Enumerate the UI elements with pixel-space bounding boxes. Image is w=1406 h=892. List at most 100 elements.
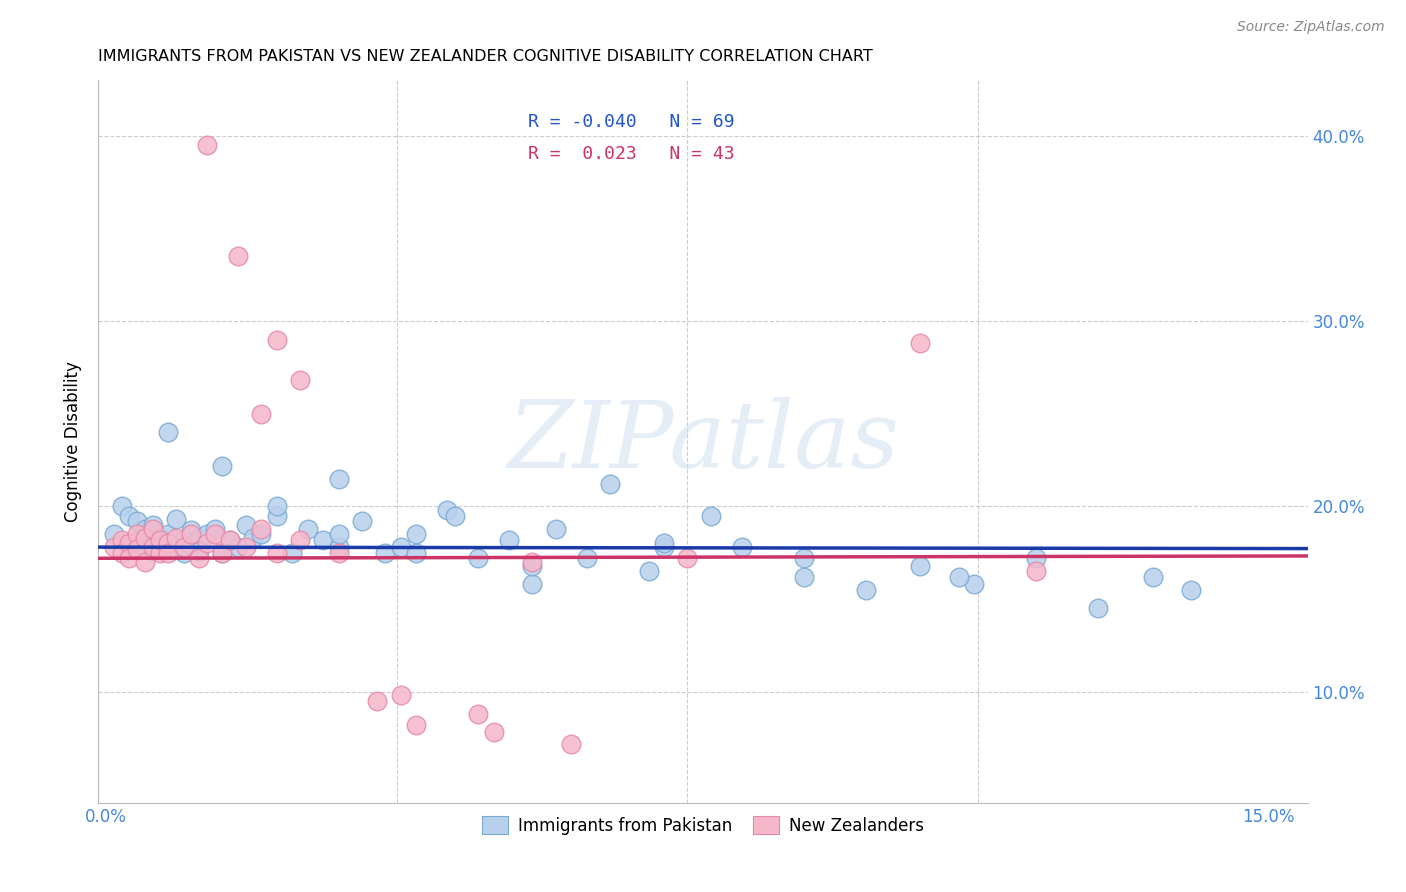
Point <box>118 508 141 523</box>
Point <box>652 536 675 550</box>
Point <box>188 544 211 558</box>
Point <box>560 737 582 751</box>
Point <box>157 425 180 440</box>
Point <box>195 536 218 550</box>
Point <box>149 531 172 545</box>
Point <box>281 546 304 560</box>
Point <box>436 503 458 517</box>
Point <box>250 407 273 421</box>
Point <box>157 527 180 541</box>
Point <box>297 522 319 536</box>
Point <box>1180 582 1202 597</box>
Point <box>127 527 149 541</box>
Point <box>165 541 187 556</box>
Point <box>405 546 427 560</box>
Point <box>793 551 815 566</box>
Text: R =  0.023   N = 43: R = 0.023 N = 43 <box>527 145 734 163</box>
Point <box>266 546 288 560</box>
Point <box>211 546 233 560</box>
Point <box>157 536 180 550</box>
Point <box>149 546 172 560</box>
Point <box>266 500 288 514</box>
Point <box>180 538 202 552</box>
Point <box>389 689 412 703</box>
Point <box>157 546 180 560</box>
Point <box>948 570 970 584</box>
Point <box>118 536 141 550</box>
Point <box>575 551 598 566</box>
Point <box>134 531 156 545</box>
Point <box>405 527 427 541</box>
Point <box>195 527 218 541</box>
Point <box>908 336 931 351</box>
Point <box>180 527 202 541</box>
Point <box>312 533 335 547</box>
Point <box>444 508 467 523</box>
Point <box>226 249 249 263</box>
Point <box>266 333 288 347</box>
Point <box>1142 570 1164 584</box>
Point <box>1087 601 1109 615</box>
Point <box>405 718 427 732</box>
Point <box>793 570 815 584</box>
Point <box>195 138 218 153</box>
Text: R = -0.040   N = 69: R = -0.040 N = 69 <box>527 113 734 131</box>
Point <box>498 533 520 547</box>
Point <box>328 546 350 560</box>
Point <box>467 706 489 721</box>
Point <box>700 508 723 523</box>
Point <box>134 538 156 552</box>
Point <box>522 555 544 569</box>
Point <box>637 564 659 578</box>
Point <box>219 533 242 547</box>
Point <box>544 522 567 536</box>
Point <box>173 533 195 547</box>
Point <box>134 522 156 536</box>
Point <box>165 531 187 545</box>
Point <box>165 512 187 526</box>
Point <box>963 577 986 591</box>
Point <box>142 522 165 536</box>
Point <box>142 544 165 558</box>
Point <box>204 527 226 541</box>
Point <box>731 540 754 554</box>
Point <box>134 555 156 569</box>
Point <box>127 533 149 547</box>
Text: IMMIGRANTS FROM PAKISTAN VS NEW ZEALANDER COGNITIVE DISABILITY CORRELATION CHART: IMMIGRANTS FROM PAKISTAN VS NEW ZEALANDE… <box>98 49 873 64</box>
Point <box>127 514 149 528</box>
Point <box>173 546 195 560</box>
Point <box>366 694 388 708</box>
Point <box>288 373 311 387</box>
Point <box>1025 564 1047 578</box>
Point <box>250 527 273 541</box>
Point <box>374 546 396 560</box>
Point <box>288 533 311 547</box>
Point <box>1025 551 1047 566</box>
Point <box>242 531 264 545</box>
Text: Source: ZipAtlas.com: Source: ZipAtlas.com <box>1237 20 1385 34</box>
Point <box>328 527 350 541</box>
Point <box>111 500 134 514</box>
Legend: Immigrants from Pakistan, New Zealanders: Immigrants from Pakistan, New Zealanders <box>475 809 931 841</box>
Point <box>328 540 350 554</box>
Point <box>111 546 134 560</box>
Point <box>142 517 165 532</box>
Point <box>157 536 180 550</box>
Point <box>350 514 373 528</box>
Point <box>467 551 489 566</box>
Point <box>211 546 233 560</box>
Point <box>235 540 257 554</box>
Point <box>149 540 172 554</box>
Point <box>173 540 195 554</box>
Point <box>652 540 675 554</box>
Point <box>250 522 273 536</box>
Y-axis label: Cognitive Disability: Cognitive Disability <box>65 361 83 522</box>
Point <box>103 527 125 541</box>
Point <box>226 540 249 554</box>
Point <box>328 472 350 486</box>
Point <box>204 522 226 536</box>
Point <box>188 551 211 566</box>
Point <box>389 540 412 554</box>
Point <box>180 524 202 538</box>
Point <box>142 540 165 554</box>
